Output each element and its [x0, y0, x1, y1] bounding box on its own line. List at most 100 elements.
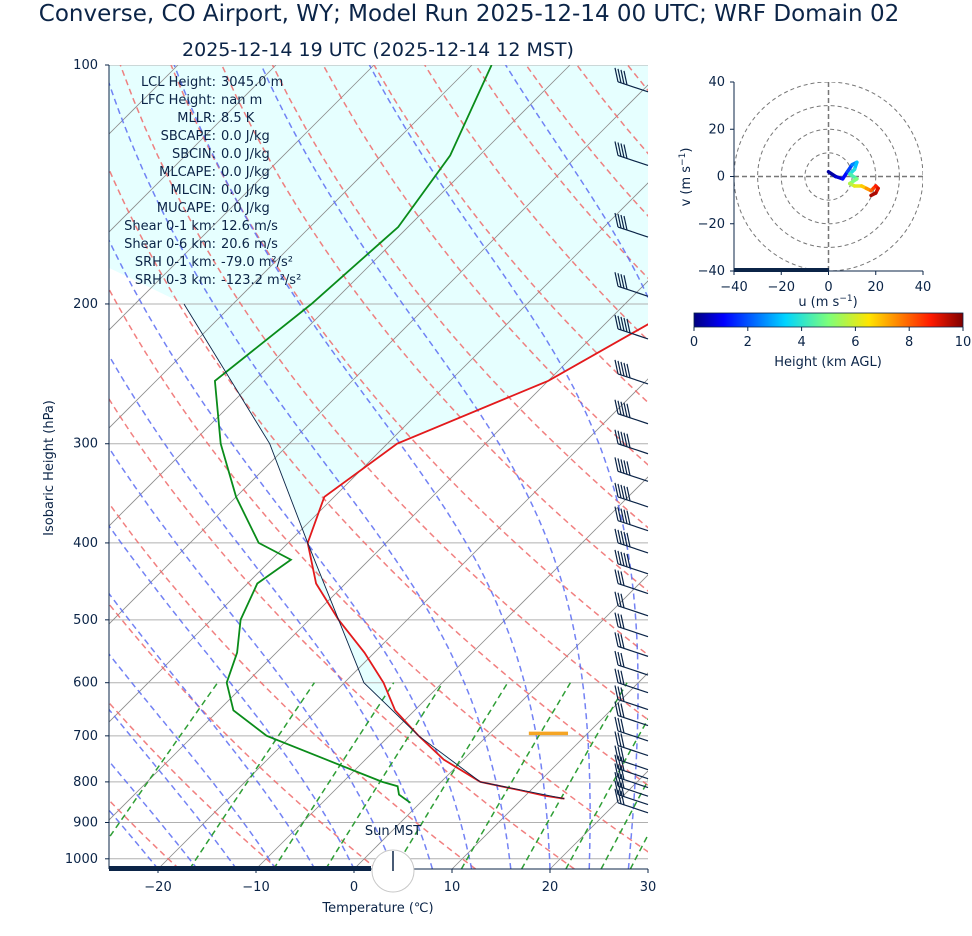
- isotherm-line: [109, 280, 648, 821]
- isotherm-line: [0, 65, 80, 869]
- barb-shaft: [617, 605, 649, 617]
- barb-shaft: [617, 664, 649, 676]
- wind-barb: [614, 359, 649, 385]
- dry-adiabat: [109, 602, 378, 869]
- barb-flag: [617, 213, 622, 229]
- barb-flag: [620, 484, 625, 500]
- barb-shaft: [617, 496, 649, 508]
- stat-label: Shear 0-1 km:: [124, 219, 216, 234]
- mixing-ratio-line: [565, 717, 648, 869]
- barb-flag: [617, 764, 622, 779]
- barb-flag: [623, 531, 628, 547]
- colorbar-tick-label: 10: [955, 335, 972, 350]
- barb-flag: [626, 486, 631, 502]
- barb-flag: [617, 458, 622, 473]
- barb-flag: [617, 550, 622, 565]
- moist-adiabat: [109, 708, 238, 869]
- barb-flag: [620, 703, 625, 718]
- stat-label: MLCIN:: [171, 183, 216, 198]
- wind-barb: [614, 506, 649, 532]
- isotherm-line: [647, 868, 648, 869]
- barb-flag: [614, 399, 619, 414]
- barb-flag: [623, 275, 628, 290]
- barb-flag: [614, 482, 619, 498]
- hodograph-plot: [734, 82, 923, 271]
- wind-barb: [614, 780, 649, 806]
- barb-flag: [626, 532, 631, 548]
- stat-value: 0.0 J/kg: [221, 129, 270, 144]
- wind-barbs: [614, 67, 649, 814]
- wind-barb: [614, 429, 649, 455]
- barb-flag: [617, 529, 622, 545]
- hodo-segment: [869, 191, 878, 198]
- stat-label: Shear 0-6 km:: [124, 237, 216, 252]
- barb-flag: [614, 685, 619, 700]
- stat-value: -79.0 m²/s²: [221, 255, 293, 270]
- barb-flag: [614, 457, 619, 472]
- barb-shaft: [617, 81, 649, 93]
- stat-label: MLCAPE:: [159, 165, 216, 180]
- stat-value: -123.2 m²/s²: [221, 273, 301, 288]
- hodo-y-tick-label: −20: [698, 217, 725, 232]
- barb-flag: [614, 528, 619, 544]
- barb-flag: [617, 273, 622, 288]
- mixing-ratio-line: [600, 779, 648, 869]
- barb-flag: [614, 212, 619, 228]
- barb-flag: [614, 731, 619, 746]
- dry-adiabat: [170, 65, 648, 656]
- dry-adiabat: [221, 65, 648, 592]
- moist-adiabat: [109, 238, 473, 869]
- isotherm-line: [109, 65, 375, 331]
- wind-barb: [614, 549, 649, 575]
- skewt-ticks: 100 200 300 400 500 600 700 800 900 1000 −20 −10 0 10…: [65, 58, 656, 895]
- barb-flag: [620, 316, 625, 332]
- isotherm-line: [109, 65, 473, 429]
- barb-flag: [620, 774, 625, 789]
- hodo-ring: [780, 128, 877, 225]
- barb-flag: [620, 508, 625, 523]
- surface-bar: [109, 866, 371, 871]
- x-tick-label: −20: [144, 880, 171, 895]
- barb-flag: [617, 781, 622, 796]
- barb-flag: [620, 718, 625, 734]
- moist-adiabat: [109, 808, 159, 869]
- barb-flag: [617, 755, 622, 770]
- barb-shaft: [617, 785, 649, 797]
- isotherm-line: [109, 65, 571, 527]
- x-axis-label: Temperature (℃): [321, 901, 433, 916]
- skewt-background: [0, 65, 865, 869]
- moist-adiabat: [173, 65, 551, 869]
- dry-adiabat: [109, 502, 477, 869]
- y-tick-label: 700: [73, 729, 98, 744]
- y-tick-label: 300: [73, 437, 98, 452]
- barb-flag: [623, 144, 628, 159]
- stat-label: MUCAPE:: [157, 201, 216, 216]
- chart-subtitle: 2025-12-14 19 UTC (2025-12-14 12 MST): [182, 39, 574, 61]
- barb-flag: [617, 613, 622, 628]
- barb-flag: [614, 763, 619, 778]
- y-tick-label: 100: [73, 58, 98, 73]
- isotherm-line: [353, 574, 648, 869]
- barb-shaft: [617, 645, 649, 657]
- y-axis-label: Isobaric Height (hPa): [42, 400, 57, 536]
- sun-clock: Sun MST: [365, 824, 421, 893]
- wind-barb: [614, 314, 649, 340]
- hodo-x-tick-label: 0: [824, 280, 832, 295]
- barb-flag: [614, 668, 619, 683]
- dry-adiabat: [109, 397, 575, 869]
- barb-flag: [614, 788, 619, 803]
- barb-flag: [614, 429, 619, 444]
- y-tick-label: 1000: [65, 852, 98, 867]
- dry-adiabat: [322, 65, 648, 466]
- colorbar-ticks: 0 2 4 6 8 10: [690, 327, 971, 350]
- hodo-y-label: v (m s−1): [678, 148, 694, 207]
- wind-barb: [614, 632, 649, 657]
- y-tick-label: 200: [73, 297, 98, 312]
- barb-flag: [617, 400, 622, 415]
- barb-flag: [623, 362, 628, 378]
- stat-value: 0.0 J/kg: [221, 183, 270, 198]
- moist-adiabat: [746, 65, 865, 869]
- barb-flag: [617, 702, 622, 717]
